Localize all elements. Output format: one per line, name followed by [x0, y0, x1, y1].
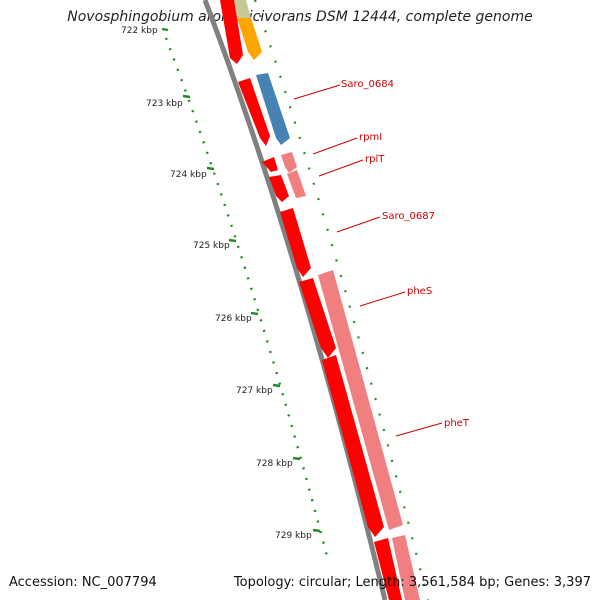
topology-text: Topology: circular; Length: 3,561,584 bp… — [233, 575, 591, 590]
orange-feature — [237, 18, 262, 60]
gene-label-phet[interactable]: pheT — [444, 418, 470, 429]
genome-title: Novosphingobium aromaticivorans DSM 1244… — [67, 9, 533, 25]
leader-line — [293, 84, 341, 100]
cds-arrow — [269, 175, 289, 202]
kbp-tick — [228, 238, 237, 243]
pheS-pale — [318, 270, 403, 530]
kbp-tick — [272, 383, 281, 388]
kbp-tick — [250, 311, 259, 316]
cds-arrow — [238, 78, 270, 146]
kbp-tick — [292, 456, 301, 461]
inner-lane-features — [220, 0, 402, 600]
gene-label-rpmi[interactable]: rpmI — [359, 132, 382, 143]
kbp-tick — [312, 528, 321, 533]
cds-arrow — [220, 0, 243, 64]
gene-label-phes[interactable]: pheS — [407, 286, 432, 297]
blue-feature — [256, 73, 290, 145]
kbp-label: 726 kbp — [215, 314, 252, 324]
cds-arrow — [280, 208, 311, 277]
kbp-label: 724 kbp — [170, 170, 207, 180]
rplT-pale — [287, 170, 306, 198]
kbp-label: 725 kbp — [193, 241, 230, 251]
olive-feature — [232, 0, 251, 18]
kbp-label: 727 kbp — [236, 386, 273, 396]
genome-backbone — [202, 0, 388, 600]
rpmI-pale — [281, 152, 297, 173]
gene-label-rplt[interactable]: rplT — [365, 154, 385, 165]
kbp-tick — [161, 27, 169, 32]
cds-arrow — [299, 278, 336, 358]
leader-line — [318, 159, 364, 177]
kbp-scale-line — [164, 37, 330, 561]
leader-line — [312, 137, 358, 155]
kbp-major-ticks — [161, 27, 321, 533]
outer-ruler — [253, 0, 430, 600]
cds-arrow — [322, 355, 384, 537]
kbp-label: 722 kbp — [121, 26, 158, 36]
outer-lane-features — [232, 0, 420, 600]
cds-arrow — [262, 157, 278, 172]
gene-label-leaders — [293, 84, 443, 437]
leader-line — [359, 291, 406, 307]
kbp-tick — [206, 166, 215, 171]
leader-line — [395, 422, 443, 437]
kbp-label: 723 kbp — [146, 99, 183, 109]
kbp-label: 728 kbp — [256, 459, 293, 469]
pheT-pale — [392, 535, 420, 600]
gene-label-saro-0684[interactable]: Saro_0684 — [341, 79, 394, 90]
accession-text: Accession: NC_007794 — [9, 575, 157, 590]
leader-line — [336, 216, 381, 233]
gene-label-saro-0687[interactable]: Saro_0687 — [382, 211, 435, 222]
kbp-tick — [182, 94, 191, 99]
kbp-label: 729 kbp — [275, 531, 312, 541]
cds-arrow — [374, 538, 402, 600]
